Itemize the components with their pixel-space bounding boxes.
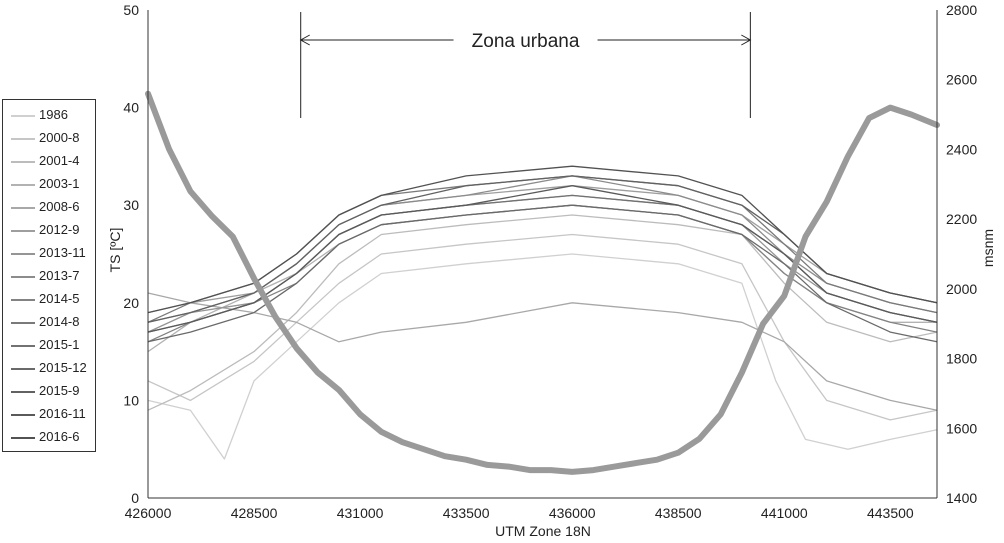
y-tick-label: 50 [123, 2, 139, 18]
legend-swatch [11, 299, 35, 301]
y2-tick-label: 2800 [946, 2, 977, 18]
y2-tick-label: 2600 [946, 72, 977, 88]
legend-item: 1986 [3, 105, 95, 127]
legend-swatch [11, 414, 35, 416]
x-axis-label: UTM Zone 18N [495, 523, 591, 539]
legend-item: 2015-1 [3, 335, 95, 357]
zone-arrowhead-right [741, 34, 752, 46]
legend-label: 2015-12 [39, 360, 87, 375]
x-tick-label: 426000 [125, 505, 172, 521]
legend-swatch [11, 253, 35, 255]
y2-tick-label: 2400 [946, 141, 977, 157]
series-line-2016-6 [147, 165, 938, 314]
y2-tick-label: 1800 [946, 351, 977, 367]
y2-tick-label: 1600 [946, 420, 977, 436]
y-axis-label: TS [ºC] [107, 228, 123, 273]
legend-label: 2015-1 [39, 337, 80, 352]
legend-swatch [11, 161, 35, 163]
legend-label: 1986 [39, 107, 68, 122]
legend-item: 2003-1 [3, 174, 95, 196]
legend-item: 2015-9 [3, 381, 95, 403]
x-tick-label: 436000 [549, 505, 596, 521]
zone-arrowhead-left [299, 34, 310, 46]
legend-item: 2012-9 [3, 220, 95, 242]
y-tick-label: 30 [123, 197, 139, 213]
legend-label: 2003-1 [39, 176, 80, 191]
legend-label: 2014-8 [39, 314, 80, 329]
x-tick-label: 443500 [867, 505, 914, 521]
legend-item: 2014-5 [3, 289, 95, 311]
y2-tick-label: 2000 [946, 281, 977, 297]
legend-label: 2008-6 [39, 199, 80, 214]
legend-item: 2016-11 [3, 404, 95, 426]
y2-tick-label: 2200 [946, 211, 977, 227]
legend-swatch [11, 276, 35, 278]
y-tick-label: 20 [123, 295, 139, 311]
legend-swatch [11, 391, 35, 393]
x-tick-label: 433500 [443, 505, 490, 521]
legend-item: 2015-12 [3, 358, 95, 380]
legend-label: 2016-11 [39, 406, 86, 421]
y-tick-label: 40 [123, 100, 139, 116]
legend-swatch [11, 230, 35, 232]
legend-label: 2014-5 [39, 291, 80, 306]
legend-label: 2016-6 [39, 429, 80, 444]
series-line-2014-5 [147, 204, 938, 343]
legend-swatch [11, 138, 35, 140]
elevation-line [145, 90, 940, 475]
legend-swatch [11, 115, 35, 117]
x-tick-label: 441000 [761, 505, 808, 521]
y2-tick-label: 1400 [946, 490, 977, 506]
legend-swatch [11, 345, 35, 347]
legend-label: 2012-9 [39, 222, 80, 237]
legend-label: 2013-7 [39, 268, 80, 283]
legend-item: 2016-6 [3, 427, 95, 449]
x-tick-label: 438500 [655, 505, 702, 521]
legend-label: 2013-11 [39, 245, 86, 260]
legend-item: 2000-8 [3, 128, 95, 150]
legend-item: 2001-4 [3, 151, 95, 173]
y2-axis-label: msnm [980, 229, 996, 267]
series-line-1986 [147, 253, 938, 460]
legend-item: 2008-6 [3, 197, 95, 219]
legend: 1986 2000-8 2001-4 2003-1 2008-6 2012-9 2013-1… [2, 99, 96, 452]
y-tick-label: 10 [123, 392, 139, 408]
legend-item: 2014-8 [3, 312, 95, 334]
series-line-2016-11 [147, 185, 938, 333]
legend-label: 2015-9 [39, 383, 80, 398]
y-tick-label: 0 [131, 490, 139, 506]
legend-swatch [11, 207, 35, 209]
urban-zone-annotation: Zona urbana [299, 12, 752, 118]
axes: 426000 428500 431000 433500 436000 438500 4410… [123, 2, 977, 521]
legend-item: 2013-11 [3, 243, 95, 265]
series-line-2015-12 [147, 204, 938, 343]
legend-swatch [11, 368, 35, 370]
series-line-2001-4 [147, 214, 938, 411]
series-line-2008-6 [147, 292, 938, 411]
legend-swatch [11, 437, 35, 439]
legend-label: 2001-4 [39, 153, 80, 168]
zone-label: Zona urbana [472, 31, 580, 52]
x-tick-label: 428500 [231, 505, 278, 521]
legend-item: 2013-7 [3, 266, 95, 288]
legend-swatch [11, 184, 35, 186]
plot-area [145, 90, 940, 475]
series-line-2000-8 [147, 233, 938, 421]
x-tick-label: 431000 [337, 505, 384, 521]
legend-swatch [11, 322, 35, 324]
legend-label: 2000-8 [39, 130, 80, 145]
